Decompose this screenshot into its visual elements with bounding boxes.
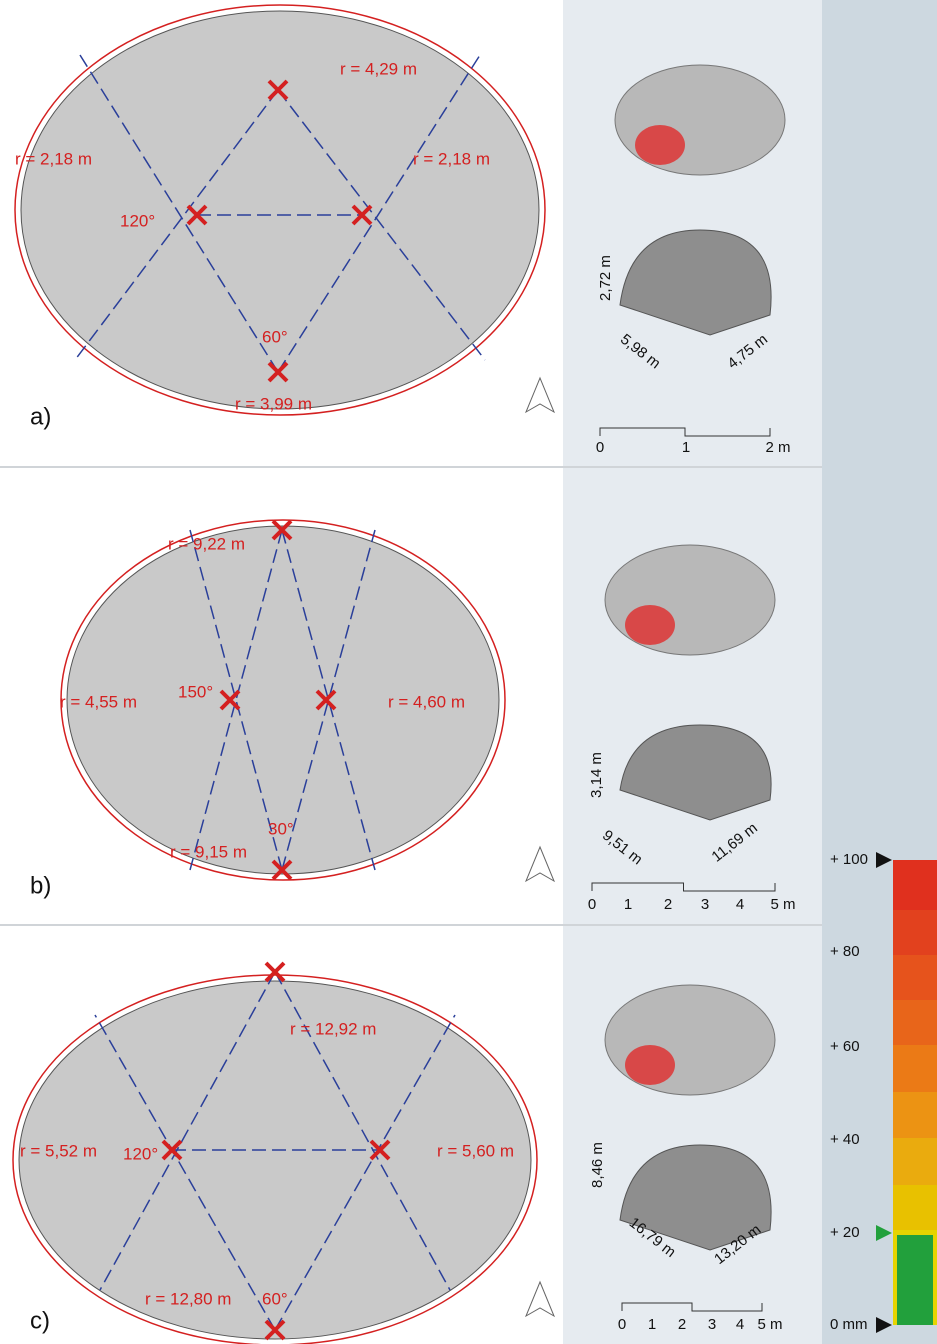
scale-label: 3 [708,1316,716,1333]
legend-tick-label: + 20 [830,1224,860,1241]
center-mark [271,859,293,881]
highlighted-vault [625,1045,675,1085]
scale-label: 1 [624,896,632,913]
center-mark [351,204,373,226]
scale-label: 5 m [770,896,795,913]
scale-label: 1 [648,1316,656,1333]
vault-plan [20,10,540,410]
radius-label: r = 4,60 m [388,692,465,711]
radius-label: r = 12,80 m [145,1289,231,1308]
construction-line [189,529,283,871]
panel-label: b) [30,872,51,899]
radius-label: r = 3,99 m [235,394,312,413]
fitted-ellipse [14,4,546,416]
panel: r = 4,29 m r = 2,18 m r = 2,18 m r = 3,99 m… [14,4,791,456]
scale-label: 2 [678,1316,686,1333]
scale-label: 1 [682,439,690,456]
center-mark [161,1139,183,1161]
angle-label: 60° [262,1289,288,1308]
legend-tick-label: + 80 [830,943,860,960]
angle-label: 30° [268,819,294,838]
vault-3d [619,724,772,821]
construction-line [79,54,279,373]
construction-line [277,54,481,373]
radius-label: r = 4,55 m [60,692,137,711]
dimension-label: 2,72 m [597,255,614,301]
color-bar [876,852,937,1333]
north-arrow [524,1280,556,1318]
center-mark [264,961,286,983]
angle-label: 120° [120,211,155,230]
panel-label: a) [30,403,51,430]
building-model [604,984,776,1096]
angle-label: 120° [123,1144,158,1163]
construction-line [281,529,376,871]
radius-label: r = 9,15 m [170,842,247,861]
center-mark [369,1139,391,1161]
radius-label: r = 2,18 m [15,149,92,168]
vault-plan [66,525,500,875]
vault-plan [18,980,532,1340]
scale-label: 0 [588,896,596,913]
fitted-ellipse [12,974,538,1344]
scale-bar [591,882,776,892]
scale-label: 2 [664,896,672,913]
scale-label: 3 [701,896,709,913]
center-mark [267,79,289,101]
construction-line [74,89,279,361]
center-mark [271,519,293,541]
highlighted-vault [625,605,675,645]
vault-3d [619,1144,772,1251]
dimension-label: 3,14 m [588,752,605,798]
angle-label: 150° [178,682,213,701]
scale-label: 4 [736,896,744,913]
construction-line [274,971,451,1291]
scale-bar [621,1302,763,1312]
construction-line [99,971,276,1291]
scale-label: 4 [736,1316,744,1333]
radius-label: r = 5,52 m [20,1141,97,1160]
scale-label: 2 m [765,439,790,456]
fitted-ellipse [60,519,506,881]
building-model [614,64,786,176]
radius-label: r = 2,18 m [413,149,490,168]
center-mark [219,689,241,711]
north-arrow [524,845,556,883]
center-mark [186,204,208,226]
highlighted-vault [635,125,685,165]
radius-label: r = 4,29 m [340,59,417,78]
center-mark [315,689,337,711]
radius-label: r = 12,92 m [290,1019,376,1038]
construction-line [189,529,283,871]
panel-label: c) [30,1307,50,1334]
middle-column [563,0,822,1344]
building-model [604,544,776,656]
scale-label: 5 m [757,1316,782,1333]
angle-label: 60° [262,327,288,346]
scale-bar [599,427,771,437]
legend-tick-label: + 100 [830,851,868,868]
construction-line [274,1014,456,1331]
construction-line [281,529,376,871]
panel: r = 9,22 m r = 4,55 m r = 4,60 m r = 9,15 m… [30,519,796,913]
vault-3d [619,229,772,336]
scale-label: 0 [618,1316,626,1333]
radius-label: r = 5,60 m [437,1141,514,1160]
construction-line [277,89,486,361]
north-arrow [524,376,556,414]
legend-tick-label: + 40 [830,1131,860,1148]
scale-label: 0 [596,439,604,456]
legend-tick-label: + 60 [830,1038,860,1055]
legend-tick-label: 0 mm [830,1316,868,1333]
dimension-label: 8,46 m [589,1142,606,1188]
center-mark [267,361,289,383]
radius-label: r = 9,22 m [168,534,245,553]
construction-line [94,1014,276,1331]
center-mark [264,1319,286,1341]
